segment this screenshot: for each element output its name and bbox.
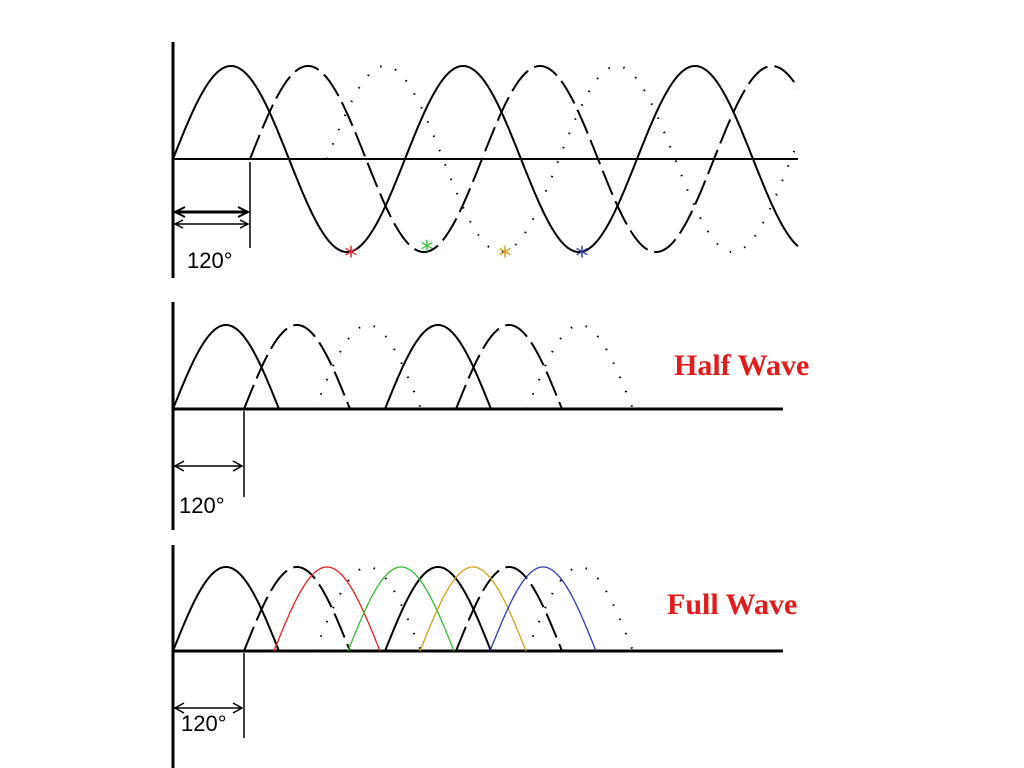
full-wave-phase-a-pulse — [172, 566, 280, 652]
phase-b-wave — [249, 65, 799, 253]
full-wave-phase-c-pulse — [314, 566, 422, 652]
peak-markers: * * * * — [345, 236, 589, 272]
peak-marker-blue: * — [576, 242, 589, 272]
full-wave-phase-b-pulse — [243, 566, 351, 652]
peak-marker-red: * — [345, 242, 358, 272]
three-phase-waves — [172, 65, 799, 253]
full-wave-pulses — [172, 566, 634, 652]
three-phase-offset-arrow — [172, 206, 251, 229]
three-phase-angle-label: 120° — [187, 248, 233, 273]
full-wave-phase-c-pulse — [526, 566, 634, 652]
phase-a-wave — [172, 65, 799, 253]
half-wave-pulses — [172, 324, 634, 410]
full-wave-panel: 120° Full Wave — [171, 545, 797, 768]
three-phase-panel: 120° * * * * — [171, 42, 799, 278]
full-wave-pulse-green — [347, 566, 455, 652]
full-wave-phase-b-pulse — [455, 566, 563, 652]
full-wave-title: Full Wave — [667, 588, 797, 621]
full-wave-pulse-blue — [489, 566, 597, 652]
peak-marker-green: * — [421, 236, 434, 266]
half-wave-phase-b-pulse — [243, 324, 351, 410]
half-wave-title: Half Wave — [674, 349, 809, 382]
half-wave-phase-a-pulse — [172, 324, 280, 410]
half-wave-panel: 120° Half Wave — [171, 302, 809, 530]
half-wave-phase-a-pulse — [384, 324, 492, 410]
half-wave-phase-c-pulse — [526, 324, 634, 410]
full-wave-pulse-red — [273, 566, 381, 652]
full-wave-angle-label: 120° — [181, 711, 227, 736]
full-wave-colored-pulses — [273, 566, 597, 652]
half-wave-phase-c-pulse — [314, 324, 422, 410]
peak-marker-yellow: * — [499, 242, 512, 272]
full-wave-offset-arrow — [173, 702, 244, 714]
half-wave-offset-arrow — [173, 460, 244, 472]
half-wave-angle-label: 120° — [179, 493, 225, 518]
half-wave-phase-b-pulse — [455, 324, 563, 410]
